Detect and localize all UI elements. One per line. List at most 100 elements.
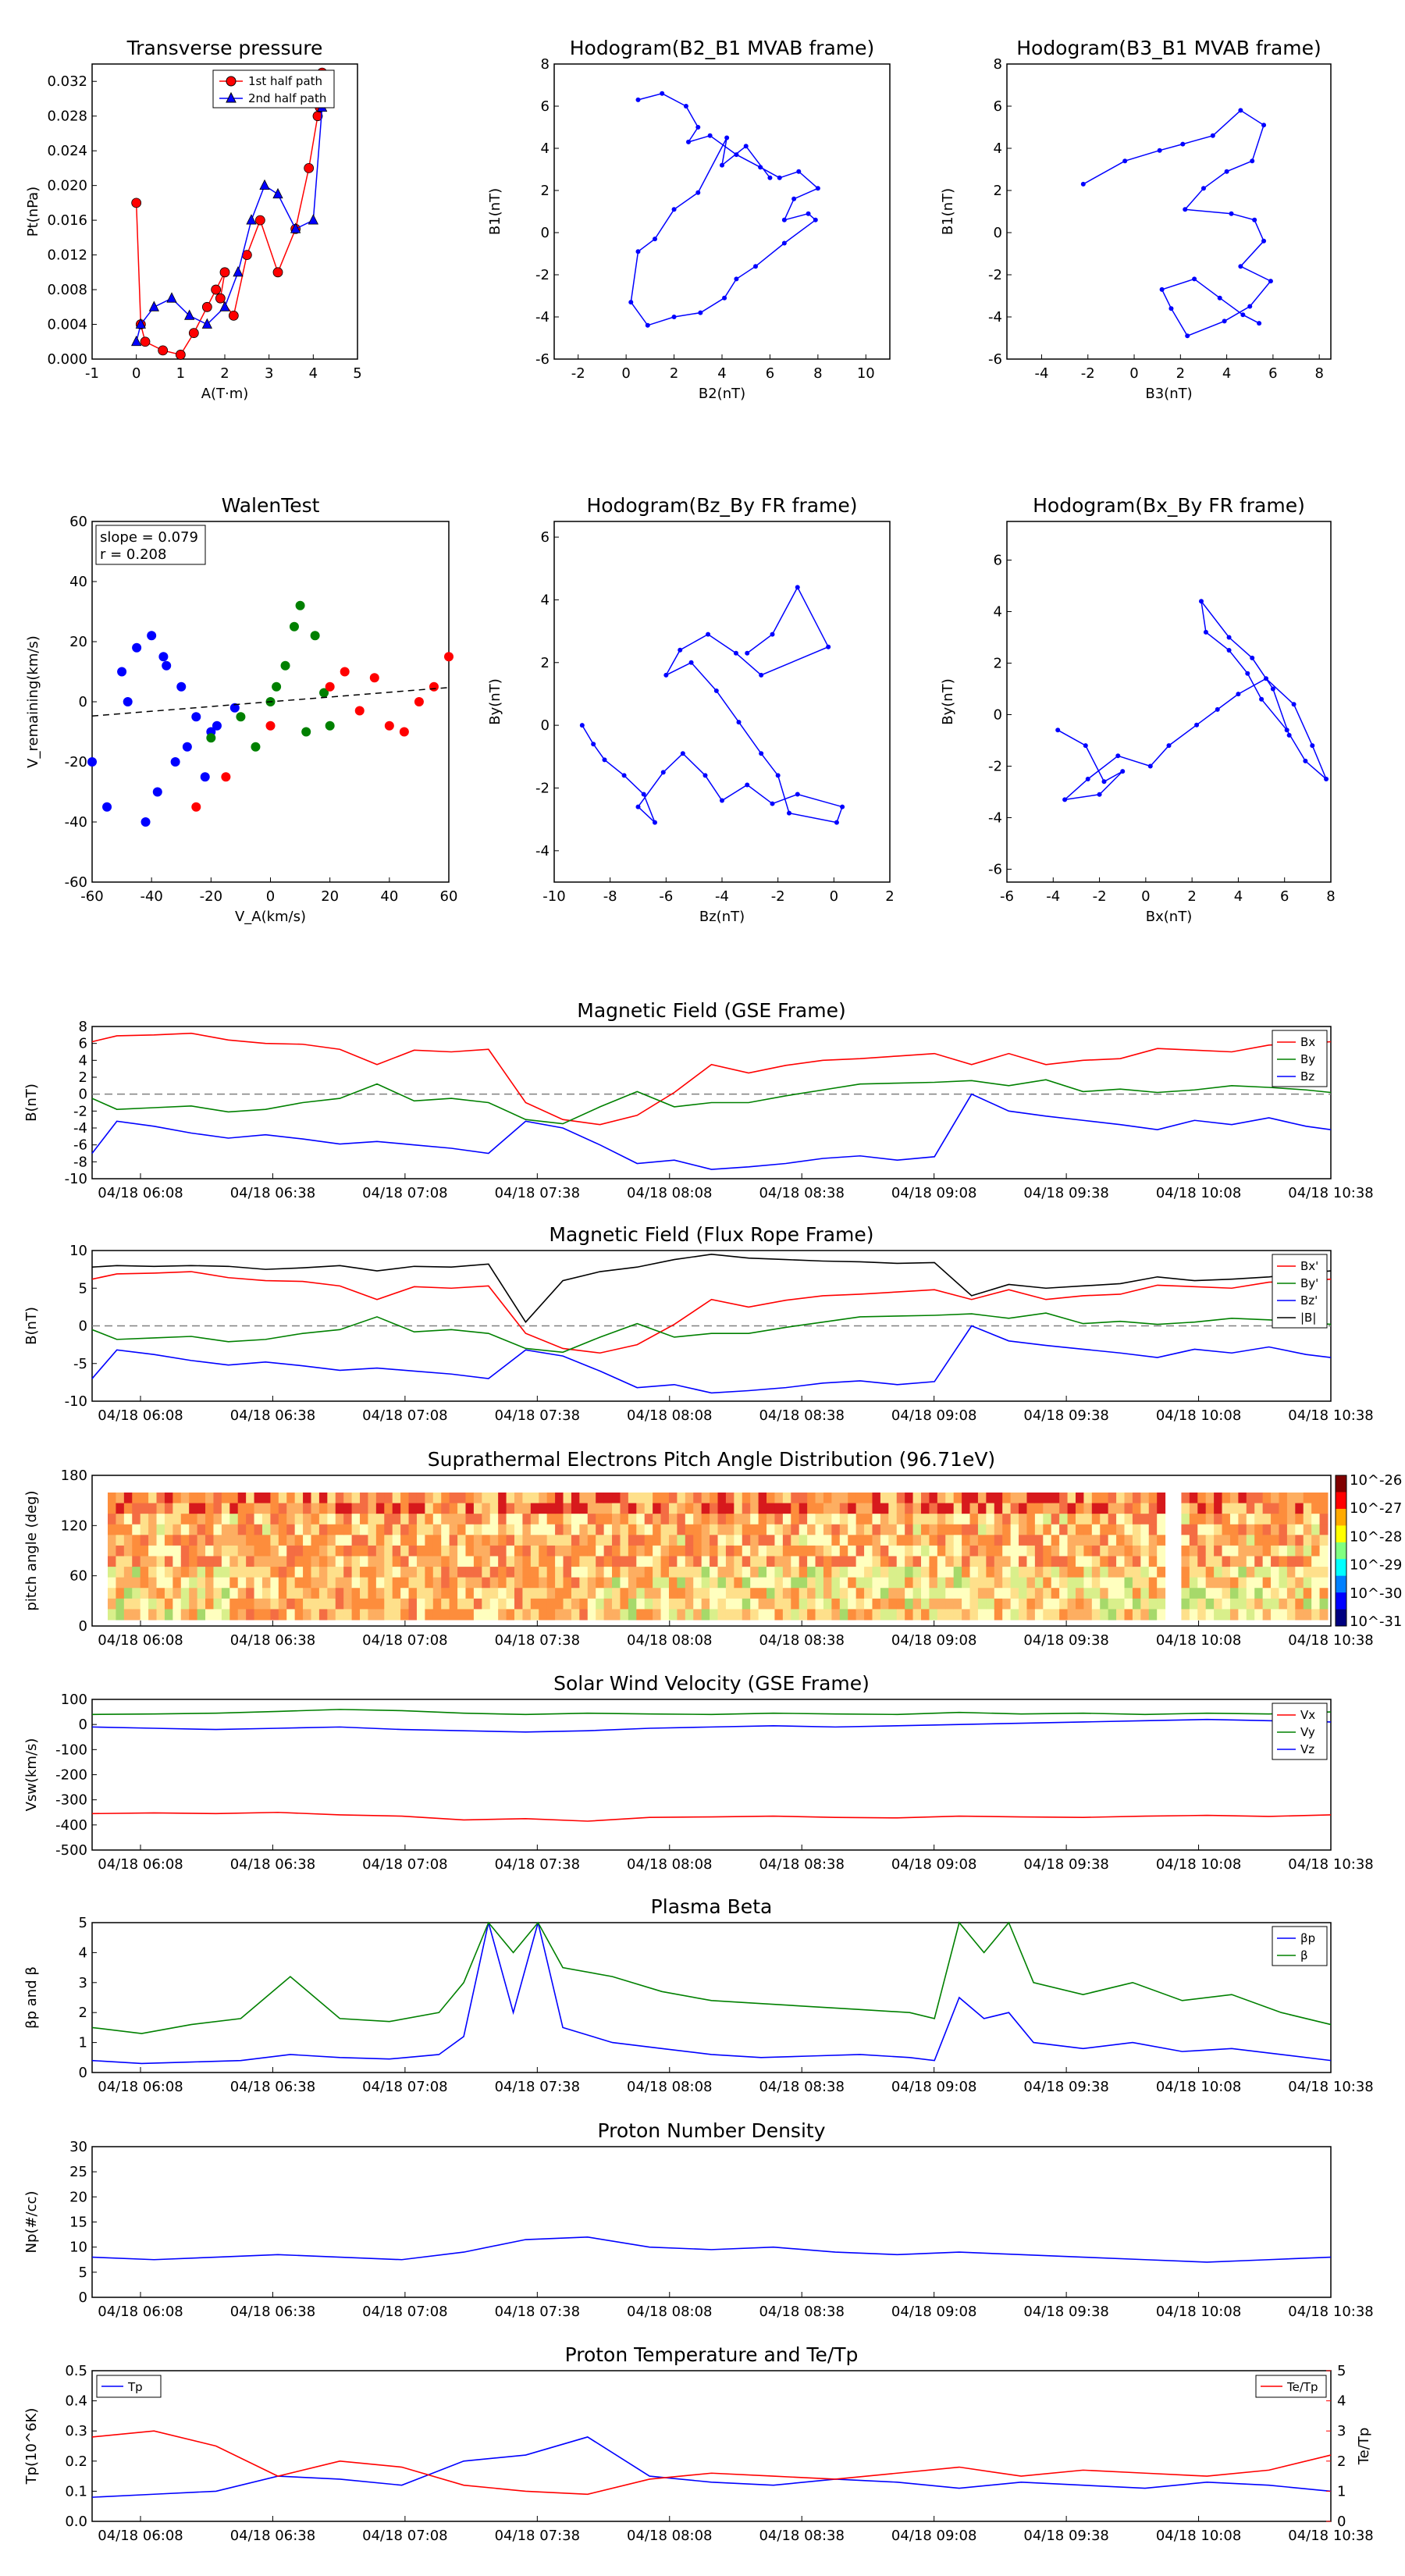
pad-heatmap-cell	[685, 1556, 694, 1567]
tp-xtick-label: 04/18 06:08	[98, 2528, 183, 2544]
tp-xtick-label: 04/18 10:38	[1288, 2528, 1373, 2544]
pad-heatmap-cell	[1311, 1588, 1321, 1599]
pad-heatmap-cell	[977, 1556, 987, 1567]
pad-heatmap-cell	[546, 1588, 556, 1599]
pad-heatmap-cell	[221, 1598, 230, 1610]
pad-heatmap-cell	[685, 1609, 694, 1621]
pad-heatmap-cell	[905, 1493, 914, 1504]
pad-heatmap-cell	[351, 1503, 361, 1514]
beta-legend-label: β	[1300, 1948, 1308, 1962]
pad-heatmap-cell	[880, 1598, 889, 1610]
pad-heatmap-cell	[1254, 1556, 1264, 1567]
pt-ytick-label: 0.032	[47, 73, 87, 90]
pad-heatmap-cell	[123, 1598, 133, 1610]
pad-heatmap-cell	[164, 1609, 173, 1621]
pad-heatmap-cell	[164, 1567, 173, 1578]
pad-heatmap-cell	[1181, 1514, 1190, 1525]
pt-xlabel: A(T·m)	[201, 386, 249, 402]
pad-heatmap-cell	[286, 1524, 296, 1535]
pad-heatmap-cell	[392, 1598, 401, 1610]
pad-heatmap-cell	[921, 1493, 930, 1504]
hzy-data-point	[713, 688, 719, 693]
pad-heatmap-cell	[994, 1535, 1003, 1546]
pad-heatmap-cell	[1034, 1577, 1044, 1589]
pad-heatmap-cell	[335, 1524, 344, 1535]
pad-heatmap-cell	[644, 1545, 653, 1557]
pad-heatmap-cell	[311, 1514, 320, 1525]
pad-heatmap-cell	[563, 1588, 572, 1599]
pad-heatmap-cell	[912, 1493, 922, 1504]
pad-heatmap-cell	[1043, 1503, 1052, 1514]
pad-heatmap-cell	[653, 1503, 662, 1514]
pad-heatmap-cell	[880, 1535, 889, 1546]
pad-heatmap-cell	[498, 1493, 507, 1504]
pad-heatmap-cell	[563, 1503, 572, 1514]
pad-heatmap-cell	[360, 1514, 368, 1525]
pad-heatmap-cell	[855, 1567, 865, 1578]
pad-heatmap-cell	[587, 1545, 596, 1557]
pad-heatmap-cell	[1026, 1493, 1036, 1504]
np-xtick-label: 04/18 10:08	[1156, 2304, 1241, 2320]
pad-heatmap-cell	[1116, 1567, 1125, 1578]
pad-heatmap-cell	[392, 1567, 401, 1578]
np-xtick-label: 04/18 09:08	[891, 2304, 976, 2320]
pad-heatmap-cell	[905, 1556, 914, 1567]
pad-heatmap-cell	[603, 1514, 613, 1525]
pad-heatmap-cell	[108, 1567, 116, 1578]
pad-heatmap-cell	[465, 1609, 475, 1621]
pad-heatmap-cell	[1043, 1588, 1052, 1599]
hxy-series-line	[1057, 599, 1327, 801]
pad-heatmap-cell	[823, 1524, 832, 1535]
pad-heatmap-cell	[318, 1524, 328, 1535]
pt-legend-marker	[226, 91, 237, 103]
pad-heatmap-cell	[937, 1588, 946, 1599]
walen-data-point	[221, 772, 231, 782]
pad-heatmap-cell	[986, 1503, 995, 1514]
pad-heatmap-cell	[953, 1535, 962, 1546]
pad-heatmap-cell	[108, 1535, 116, 1546]
pad-heatmap-cell	[660, 1535, 670, 1546]
mag_gse-ytick-label: -8	[73, 1154, 87, 1170]
pad-heatmap-cell	[1108, 1577, 1117, 1589]
pad-heatmap-cell	[815, 1598, 824, 1610]
pad-heatmap-cell	[1132, 1598, 1141, 1610]
pad-heatmap-cell	[116, 1567, 125, 1578]
pad-heatmap-cell	[189, 1514, 198, 1525]
mag_fr-ytick-label: -10	[65, 1393, 87, 1410]
pad-heatmap-cell	[660, 1524, 670, 1535]
pad-heatmap-cell	[912, 1598, 922, 1610]
pad-heatmap-cell	[457, 1598, 466, 1610]
tp-legend2-label: Te/Tp	[1286, 2380, 1318, 2394]
pad-heatmap-cell	[750, 1514, 759, 1525]
pad-heatmap-cell	[205, 1577, 214, 1589]
pad-heatmap-cell	[108, 1609, 116, 1621]
pad-heatmap-cell	[1254, 1545, 1264, 1557]
pad-heatmap-cell	[254, 1493, 263, 1504]
pad-heatmap-cell	[937, 1545, 946, 1557]
pad-heatmap-cell	[482, 1545, 491, 1557]
pad-heatmap-cell	[311, 1567, 320, 1578]
pad-heatmap-cell	[180, 1609, 190, 1621]
pad-heatmap-cell	[1157, 1545, 1166, 1557]
pad-heatmap-cell	[1124, 1535, 1133, 1546]
walen-data-point	[158, 652, 169, 662]
pad-heatmap-cell	[506, 1503, 515, 1514]
pad-heatmap-cell	[685, 1493, 694, 1504]
pad-heatmap-cell	[1075, 1535, 1084, 1546]
pad-heatmap-cell	[742, 1524, 751, 1535]
pad-heatmap-cell	[1140, 1493, 1150, 1504]
pad-heatmap-cell	[546, 1545, 556, 1557]
pad-heatmap-cell	[855, 1493, 865, 1504]
pad-heatmap-cell	[596, 1609, 605, 1621]
pad-heatmap-cell	[693, 1577, 702, 1589]
pad-heatmap-cell	[489, 1609, 499, 1621]
pad-heatmap-cell	[636, 1493, 646, 1504]
mag_gse-ytick-label: 0	[79, 1087, 87, 1103]
pad-heatmap-cell	[1319, 1503, 1329, 1514]
pad-heatmap-cell	[539, 1567, 548, 1578]
pad-heatmap-cell	[392, 1493, 401, 1504]
hxy-frame	[1006, 521, 1332, 883]
pad-heatmap-cell	[1148, 1577, 1158, 1589]
pad-heatmap-cell	[303, 1598, 311, 1610]
pad-heatmap-cell	[237, 1524, 247, 1535]
